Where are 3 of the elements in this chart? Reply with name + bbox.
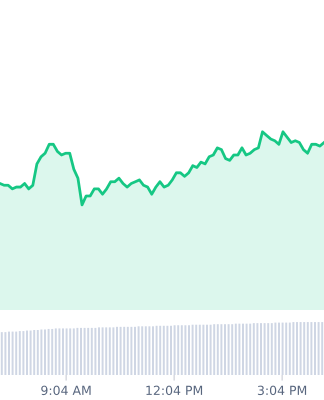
x-tick-label: 12:04 PM bbox=[146, 386, 202, 396]
x-tick-label: 9:04 AM bbox=[41, 386, 91, 396]
x-tick-label: 3:04 PM bbox=[258, 386, 306, 396]
